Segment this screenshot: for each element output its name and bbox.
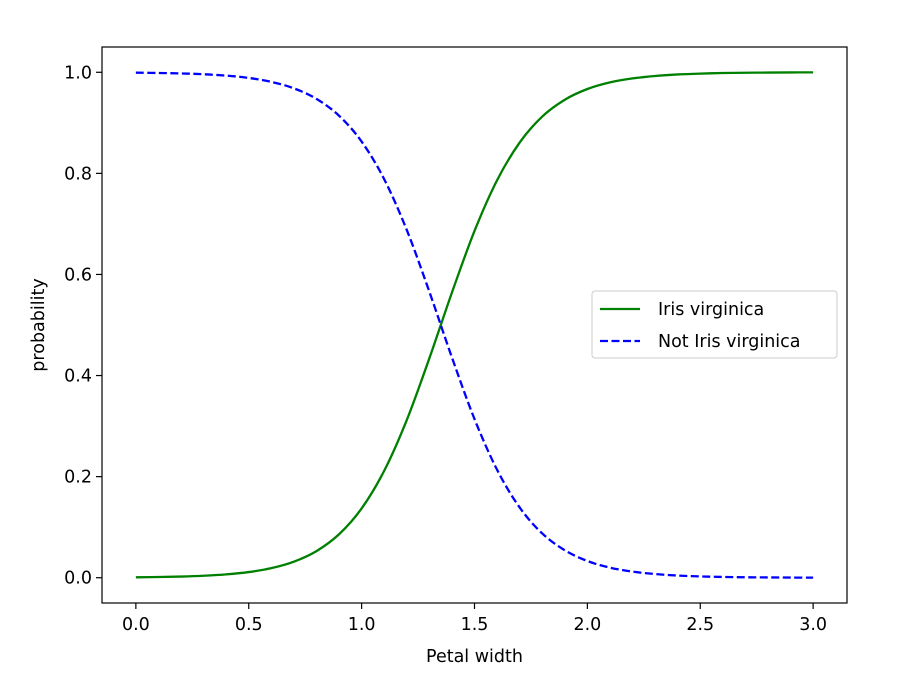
x-tick-label: 1.0 [348,615,376,635]
legend-label-not-iris-virginica: Not Iris virginica [658,332,801,352]
legend: Iris virginica Not Iris virginica [591,290,838,359]
x-tick-label: 0.0 [122,615,150,635]
y-tick-label: 0.2 [64,468,92,488]
x-tick-label: 1.5 [461,615,489,635]
series-line-not-iris-virginica [135,71,814,579]
x-axis-label: Petal width [426,647,523,667]
x-tick-label: 0.5 [235,615,263,635]
x-tick-label: 3.0 [799,615,827,635]
y-axis-ticks: 0.0 0.2 0.4 0.6 0.8 1.0 [64,63,102,589]
y-axis-label: probability [29,278,49,371]
y-tick-label: 1.0 [64,63,92,83]
y-tick-label: 0.6 [64,265,92,285]
y-tick-label: 0.8 [64,164,92,184]
legend-label-iris-virginica: Iris virginica [658,300,764,320]
series-layer [135,71,814,579]
legend-box [591,290,838,359]
y-tick-label: 0.4 [64,367,92,387]
x-axis-ticks: 0.0 0.5 1.0 1.5 2.0 2.5 3.0 [122,603,827,635]
x-tick-label: 2.5 [686,615,714,635]
x-tick-label: 2.0 [573,615,601,635]
series-line-iris-virginica [135,71,814,579]
y-tick-label: 0.0 [64,569,92,589]
